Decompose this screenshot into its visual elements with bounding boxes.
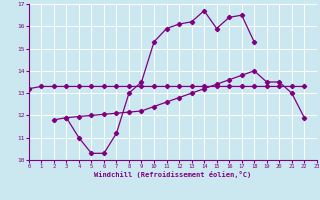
X-axis label: Windchill (Refroidissement éolien,°C): Windchill (Refroidissement éolien,°C) [94, 171, 252, 178]
